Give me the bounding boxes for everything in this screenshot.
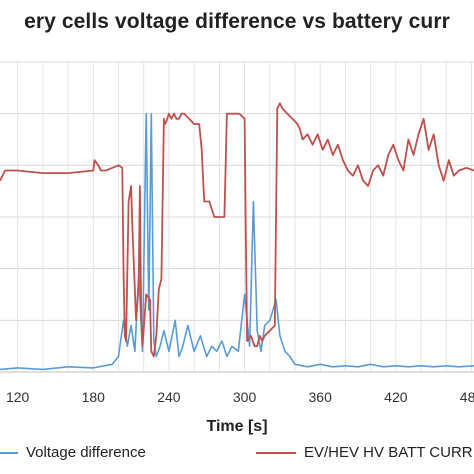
series-line-voltage-difference [0,112,474,371]
legend-item-batt-curr: EV/HEV HV BATT CURR [256,444,473,461]
chart-title: ery cells voltage difference vs battery … [24,10,450,33]
grid-lines [0,61,474,373]
x-tick-label: 360 [309,389,333,405]
series-line-batt-curr [0,102,474,358]
x-tick-label: 180 [82,389,106,405]
series-layer [0,102,474,371]
x-tick-label: 480 [460,389,474,405]
x-axis-label: Time [s] [206,418,268,435]
x-tick-label: 420 [384,389,408,405]
legend-item-voltage-difference: Voltage difference [0,444,146,461]
legend-label-batt-curr: EV/HEV HV BATT CURR [304,444,473,461]
legend-label-voltage-difference: Voltage difference [26,444,146,461]
x-tick-label: 120 [6,389,30,405]
x-tick-label: 240 [157,389,181,405]
legend-swatch-voltage-difference [0,451,18,454]
x-tick-labels: 120 180 240 300 360 420 480 [6,389,474,405]
legend-swatch-batt-curr [256,451,296,454]
x-tick-label: 300 [233,389,257,405]
